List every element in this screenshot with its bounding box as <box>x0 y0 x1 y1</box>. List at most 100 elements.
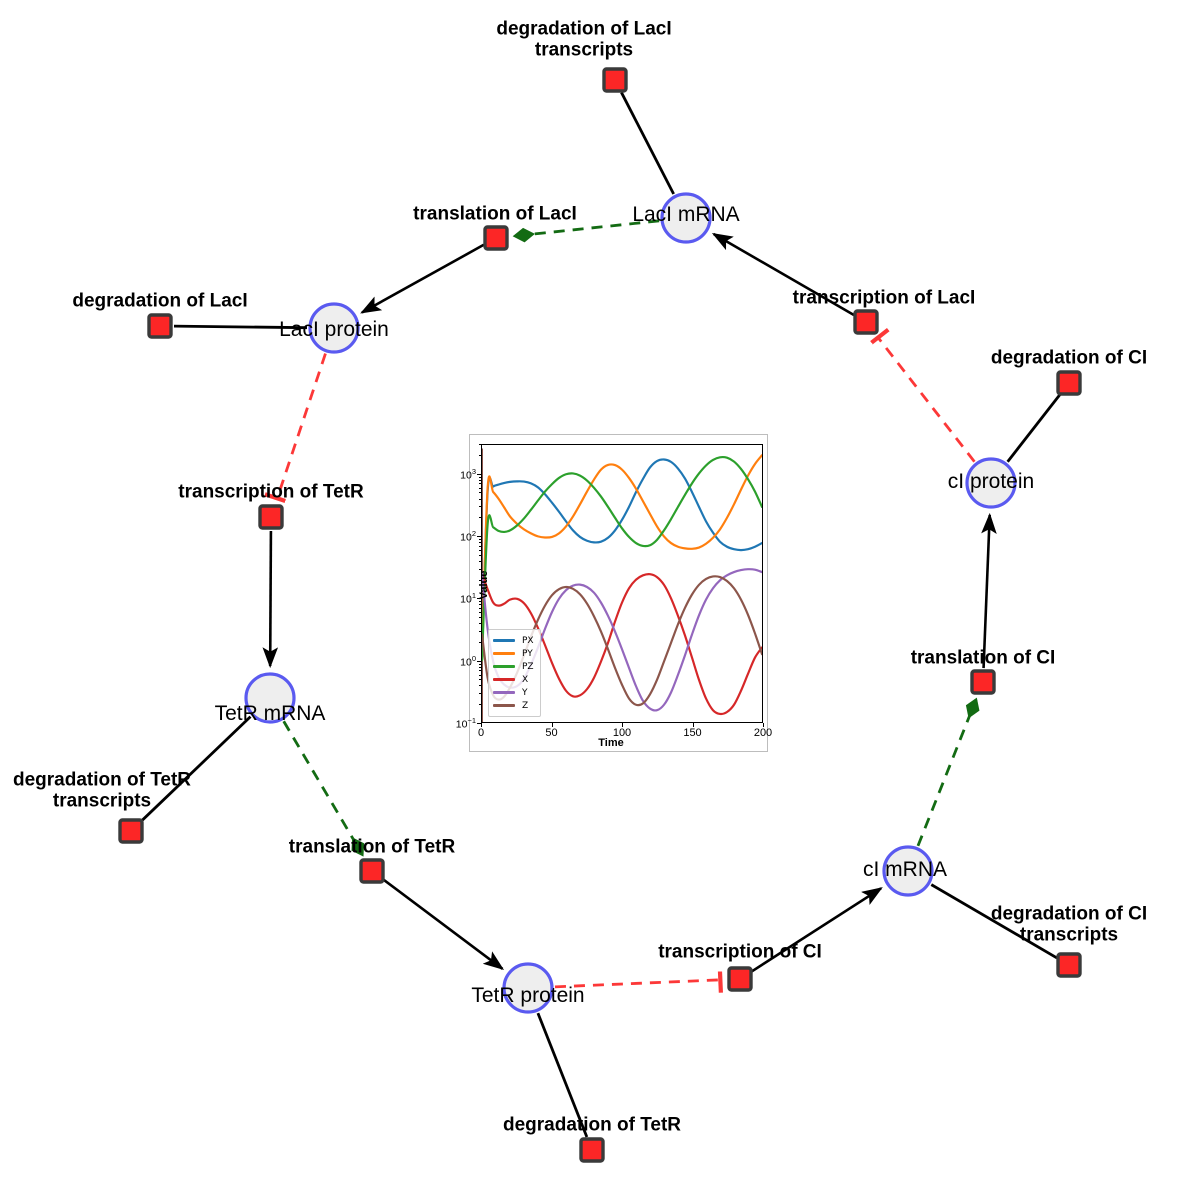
legend-item-PZ: PZ <box>493 660 534 673</box>
y-tick-label: 100 <box>460 653 476 668</box>
legend-item-Y: Y <box>493 686 534 699</box>
y-minor-tick <box>478 674 481 676</box>
edge-lacI_mrna-to-translation_lacI <box>512 219 660 243</box>
y-minor-tick <box>478 492 481 494</box>
legend-swatch-Z <box>493 704 515 707</box>
reaction-node-translation_tetR[interactable] <box>359 858 385 884</box>
legend-label-PY: PY <box>522 648 533 659</box>
edge-tetR_protein-to-transcription_cI <box>554 980 722 987</box>
legend-label-Y: Y <box>522 687 528 698</box>
x-tick-mark <box>763 723 764 727</box>
edge-cI_mrna-to-deg_cI_transcripts <box>930 883 1058 960</box>
inset-time-course-chart: PX PY PZ X Y Z 10−1 100 101 102 103 0 50 100 150 200 … <box>456 434 772 752</box>
reaction-node-translation_lacI[interactable] <box>483 225 509 251</box>
y-minor-tick <box>478 685 481 687</box>
edge-cI_protein-to-deg_cI <box>1006 393 1062 463</box>
y-minor-tick <box>478 483 481 485</box>
species-node-tetR_protein[interactable] <box>502 962 554 1014</box>
y-tick-label: 10−1 <box>455 715 476 731</box>
edge-tetR_mrna-to-deg_tetR_transcripts <box>140 715 252 823</box>
species-node-lacI_mrna[interactable] <box>660 192 712 244</box>
edge-tetR_mrna-to-translation_tetR <box>282 720 365 857</box>
reaction-node-deg_tetR[interactable] <box>579 1137 605 1163</box>
y-minor-tick <box>478 549 481 551</box>
y-tick-mark <box>477 598 481 600</box>
plot-frame: PX PY PZ X Y Z 10−1 100 101 102 103 0 50 100 150 200 <box>456 444 772 739</box>
y-minor-tick <box>478 538 481 540</box>
legend-item-Z: Z <box>493 699 534 712</box>
species-node-tetR_mrna[interactable] <box>244 672 296 724</box>
y-minor-tick <box>478 601 481 603</box>
chart-series-PZ <box>482 455 762 662</box>
legend-item-PY: PY <box>493 647 534 660</box>
x-tick-mark <box>481 723 482 727</box>
y-minor-tick <box>478 479 481 481</box>
x-axis-title: Time <box>598 737 624 749</box>
chart-series-PX <box>482 458 762 662</box>
y-minor-tick <box>478 608 481 610</box>
legend-label-Z: Z <box>522 700 529 711</box>
y-minor-tick <box>478 517 481 519</box>
x-tick-label: 100 <box>612 727 632 739</box>
y-minor-tick <box>478 693 481 695</box>
y-tick-label: 103 <box>460 466 476 481</box>
legend-swatch-PX <box>493 639 515 642</box>
y-minor-tick <box>478 623 481 625</box>
y-minor-tick <box>478 568 481 570</box>
chart-series-X <box>482 572 762 716</box>
x-tick-mark <box>622 723 623 727</box>
legend-label-X: X <box>522 674 529 685</box>
y-minor-tick <box>478 476 481 478</box>
x-tick-mark <box>692 723 694 727</box>
y-minor-tick <box>478 579 481 581</box>
edge-deg_lacI_transcripts-to-lacI_mrna <box>620 91 675 195</box>
x-tick-label: 50 <box>545 727 558 739</box>
reaction-node-deg_tetR_transcripts[interactable] <box>118 818 144 844</box>
y-tick-mark <box>477 660 481 662</box>
edge-lacI_protein-to-transcription_tetR <box>277 353 327 500</box>
y-minor-tick <box>478 666 481 668</box>
edge-deg_lacI-to-lacI_protein <box>173 324 308 330</box>
y-minor-tick <box>478 670 481 672</box>
y-minor-tick <box>478 554 481 556</box>
y-tick-mark <box>477 723 481 724</box>
chart-legend: PX PY PZ X Y Z <box>488 629 541 717</box>
legend-swatch-PY <box>493 652 515 655</box>
species-node-lacI_protein[interactable] <box>308 302 360 354</box>
edge-transcription_tetR-to-tetR_mrna <box>262 530 279 669</box>
reaction-node-deg_cI[interactable] <box>1056 370 1082 396</box>
x-tick-mark <box>551 723 553 727</box>
legend-label-PZ: PZ <box>522 661 534 672</box>
y-minor-tick <box>478 617 481 619</box>
legend-swatch-Y <box>493 691 515 694</box>
y-minor-tick <box>478 444 481 445</box>
plot-area: PX PY PZ X Y Z <box>481 444 763 723</box>
species-node-cI_protein[interactable] <box>965 457 1017 509</box>
legend-label-PX: PX <box>522 635 534 646</box>
reaction-node-transcription_cI[interactable] <box>727 966 753 992</box>
y-minor-tick <box>478 454 481 456</box>
y-minor-tick <box>478 506 481 508</box>
y-minor-tick <box>478 498 481 500</box>
legend-swatch-X <box>493 678 515 681</box>
y-minor-tick <box>478 641 481 643</box>
y-minor-tick <box>478 604 481 606</box>
edge-translation_cI-to-cI_protein <box>981 512 997 669</box>
reaction-node-deg_cI_transcripts[interactable] <box>1056 952 1082 978</box>
y-axis-title: Value <box>478 570 490 600</box>
edge-cI_mrna-to-translation_cI <box>916 697 980 847</box>
reaction-node-transcription_lacI[interactable] <box>853 309 879 335</box>
species-node-cI_mrna[interactable] <box>882 845 934 897</box>
y-tick-label: 101 <box>460 591 476 606</box>
y-minor-tick <box>478 679 481 681</box>
y-tick-label: 102 <box>460 528 476 544</box>
x-tick-label: 0 <box>477 727 485 739</box>
edge-tetR_protein-to-deg_tetR <box>536 1012 589 1138</box>
reaction-node-translation_cI[interactable] <box>970 669 996 695</box>
reaction-node-deg_lacI[interactable] <box>147 313 173 339</box>
reaction-node-transcription_tetR[interactable] <box>258 504 284 530</box>
reaction-node-deg_lacI_transcripts[interactable] <box>602 67 628 93</box>
y-tick-mark <box>477 536 481 538</box>
x-tick-label: 150 <box>683 727 702 739</box>
edge-transcription_lacI-to-lacI_mrna <box>711 232 855 317</box>
